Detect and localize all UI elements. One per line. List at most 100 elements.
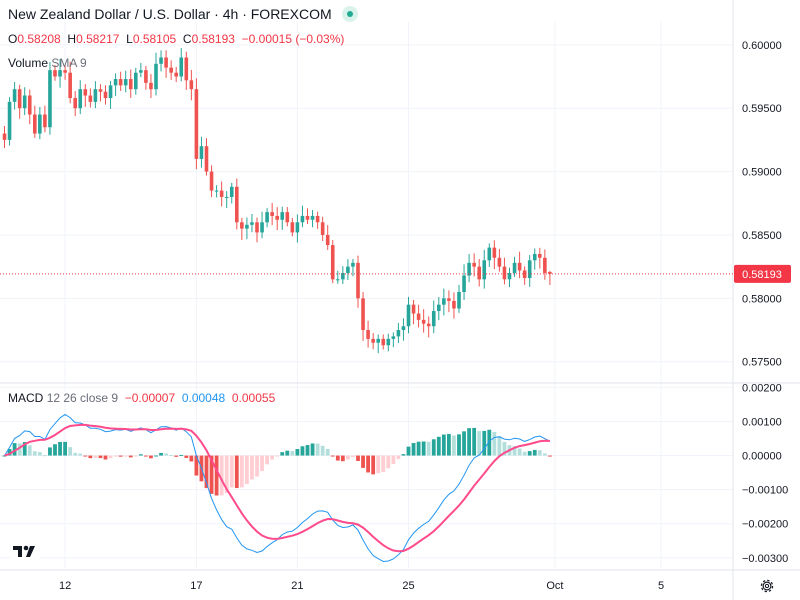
candle-up bbox=[224, 196, 229, 198]
macd-params: 12 26 close 9 bbox=[46, 391, 119, 405]
macd-hist-bar bbox=[138, 454, 143, 456]
macd-hist-bar bbox=[487, 429, 492, 456]
macd-histogram bbox=[2, 427, 552, 496]
price-tick-label: 0.60000 bbox=[742, 40, 782, 52]
candle-up bbox=[265, 212, 269, 223]
macd-hist-bar bbox=[280, 452, 285, 456]
candle-up bbox=[7, 101, 12, 140]
macd-hist-bar bbox=[250, 455, 254, 480]
close-value: 0.58193 bbox=[191, 32, 235, 46]
macd-legend[interactable]: MACD 12 26 close 9 −0.00007 0.00048 0.00… bbox=[8, 391, 275, 405]
macd-hist-bar bbox=[467, 428, 471, 456]
macd-hist-bar bbox=[123, 455, 128, 457]
candle-down bbox=[88, 95, 93, 102]
candle-up bbox=[406, 304, 411, 327]
candle-up bbox=[336, 279, 340, 281]
candles bbox=[2, 48, 552, 354]
price-tick-label: 0.58000 bbox=[742, 293, 782, 305]
macd-hist-bar bbox=[447, 434, 451, 456]
candle-up bbox=[229, 186, 234, 197]
macd-hist-bar bbox=[83, 455, 88, 457]
macd-hist-bar bbox=[431, 439, 436, 456]
candle-down bbox=[325, 234, 330, 246]
candle-up bbox=[199, 146, 204, 159]
macd-hist-bar bbox=[219, 455, 224, 496]
macd-signal-value: 0.00055 bbox=[231, 391, 276, 405]
candle-down bbox=[416, 313, 421, 320]
macd-hist-bar bbox=[462, 431, 466, 456]
candle-down bbox=[240, 222, 244, 229]
candle-up bbox=[401, 326, 406, 331]
candle-up bbox=[22, 95, 27, 109]
macd-hist-bar bbox=[32, 451, 37, 456]
price-tick-label: 0.57500 bbox=[742, 357, 782, 369]
candle-down bbox=[144, 70, 148, 83]
candle-up bbox=[214, 190, 219, 192]
macd-tick-label: −0.00300 bbox=[742, 553, 788, 565]
candle-down bbox=[361, 298, 365, 331]
candle-down bbox=[209, 171, 214, 191]
gear-icon[interactable] bbox=[758, 577, 776, 595]
macd-hist-bar bbox=[295, 449, 300, 456]
candle-down bbox=[275, 215, 279, 220]
grid-lines bbox=[0, 22, 733, 568]
macd-hist-bar bbox=[366, 455, 370, 473]
macd-hist-bar bbox=[255, 455, 259, 477]
volume-legend[interactable]: Volume SMA 9 bbox=[8, 56, 87, 70]
candle-up bbox=[467, 262, 471, 276]
candle-down bbox=[164, 57, 168, 68]
macd-hist-bar bbox=[527, 451, 532, 456]
candle-up bbox=[507, 272, 512, 280]
macd-hist-bar bbox=[194, 455, 199, 476]
time-tick-label: 17 bbox=[190, 580, 202, 592]
candle-down bbox=[497, 257, 502, 267]
macd-hist-bar bbox=[43, 455, 47, 457]
macd-hist-bar bbox=[17, 443, 22, 456]
macd-tick-label: −0.00200 bbox=[742, 519, 788, 531]
open-label: O bbox=[8, 32, 18, 46]
candle-down bbox=[219, 190, 224, 197]
candle-up bbox=[123, 79, 128, 86]
symbol-title[interactable]: New Zealand Dollar / U.S. Dollar · 4h · … bbox=[8, 6, 332, 22]
macd-hist-bar bbox=[401, 454, 406, 456]
candle-up bbox=[351, 262, 355, 267]
candle-down bbox=[452, 300, 456, 309]
candle-down bbox=[320, 222, 325, 235]
macd-hist-value: −0.00007 bbox=[124, 391, 176, 405]
macd-hist-bar bbox=[214, 455, 219, 496]
candle-up bbox=[295, 222, 300, 233]
price-tick-label: 0.58500 bbox=[742, 230, 782, 242]
candle-down bbox=[255, 222, 259, 233]
time-tick-label: 25 bbox=[402, 580, 414, 592]
macd-hist-bar bbox=[532, 449, 537, 456]
macd-hist-bar bbox=[441, 434, 446, 456]
macd-hist-bar bbox=[209, 455, 214, 494]
candle-down bbox=[421, 319, 426, 324]
candle-down bbox=[149, 82, 153, 90]
candle-down bbox=[98, 89, 103, 92]
macd-hist-bar bbox=[386, 455, 391, 469]
candle-down bbox=[330, 245, 335, 280]
macd-hist-bar bbox=[93, 455, 98, 458]
time-tick-label: 5 bbox=[658, 580, 664, 592]
macd-hist-bar bbox=[290, 451, 295, 456]
candle-up bbox=[179, 57, 184, 77]
candle-up bbox=[437, 304, 441, 312]
macd-hist-bar bbox=[285, 450, 290, 456]
macd-hist-bar bbox=[426, 441, 431, 456]
macd-hist-bar bbox=[239, 455, 244, 488]
candle-up bbox=[154, 63, 158, 90]
time-tick-label: 21 bbox=[291, 580, 303, 592]
tradingview-logo-icon[interactable] bbox=[8, 538, 42, 564]
candle-up bbox=[159, 57, 163, 64]
macd-hist-bar bbox=[537, 450, 542, 456]
macd-tick-label: −0.00100 bbox=[742, 485, 788, 497]
candle-up bbox=[78, 89, 83, 109]
candle-up bbox=[310, 215, 315, 220]
macd-line-value: 0.00048 bbox=[181, 391, 226, 405]
macd-hist-bar bbox=[452, 435, 456, 456]
macd-hist-bar bbox=[58, 441, 62, 456]
candle-up bbox=[48, 70, 52, 128]
macd-hist-bar bbox=[472, 427, 477, 456]
